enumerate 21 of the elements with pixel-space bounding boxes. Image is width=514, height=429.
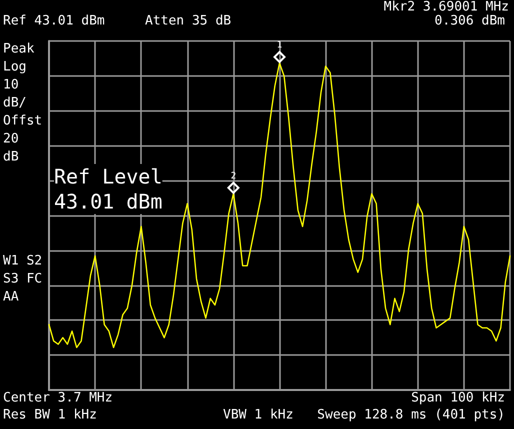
- text: AA: [3, 290, 19, 304]
- text: W1 S2: [3, 254, 42, 268]
- text: dB/: [3, 96, 26, 110]
- text: Peak: [3, 42, 34, 56]
- text: 10: [3, 78, 19, 92]
- annotation: Ref Level 43.01 dBm: [54, 164, 162, 214]
- text: Center 3.7 MHz: [3, 390, 113, 406]
- text: Offst: [3, 114, 42, 128]
- text: Sweep 128.8 ms (401 pts): [317, 408, 506, 422]
- text: Mkr2 3.69001 MHz: [384, 0, 510, 14]
- text: S3 FC: [3, 272, 42, 286]
- text: Log: [3, 60, 26, 74]
- text: 20: [3, 132, 19, 146]
- text: Atten 35 dB: [145, 14, 232, 28]
- text: Res BW 1 kHz: [3, 408, 97, 422]
- annotation: 1: [276, 40, 282, 50]
- text: Ref 43.01 dBm: [3, 14, 105, 28]
- text: 0.306 dBm: [434, 14, 506, 28]
- text: VBW 1 kHz: [223, 408, 294, 422]
- text: Span 100 kHz: [411, 390, 505, 406]
- text: dB: [3, 150, 19, 164]
